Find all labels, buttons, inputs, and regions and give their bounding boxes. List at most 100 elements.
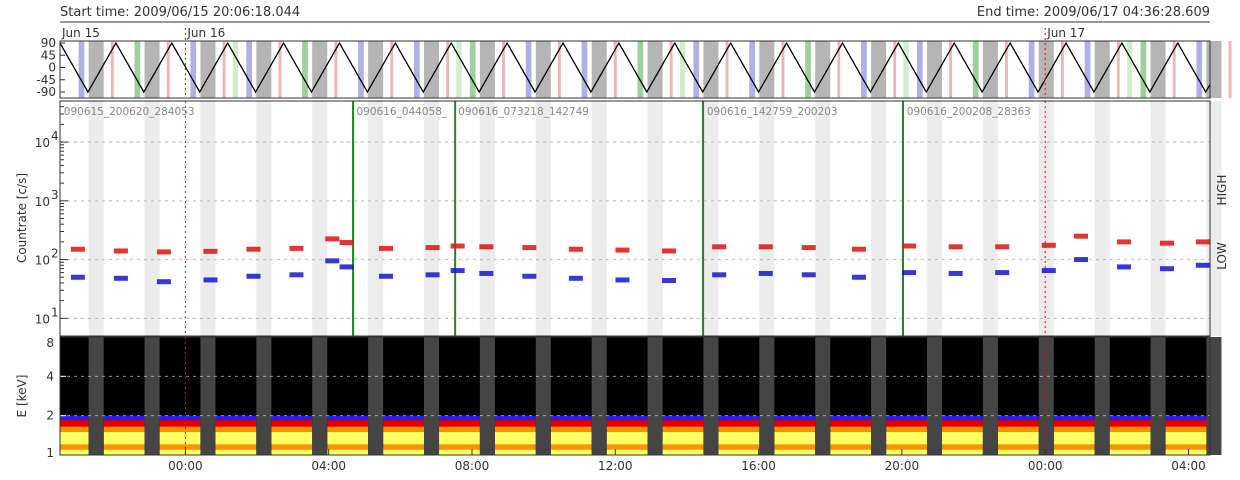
cr-gap-band: [423, 101, 440, 336]
segment-label: 090616_142759_200203: [707, 106, 838, 118]
data-point-high: [995, 270, 1010, 276]
data-point-low: [568, 246, 583, 252]
cr-gap-band: [815, 101, 831, 336]
cr-tick-label: 10: [35, 136, 50, 150]
spec-band-low: [1109, 431, 1151, 445]
spec-band-mid2: [215, 444, 257, 450]
data-point-high: [522, 273, 537, 279]
data-point-high: [662, 278, 677, 284]
pa-band-red: [222, 41, 226, 98]
spec-band-high: [60, 420, 89, 427]
spec-band-high: [271, 420, 313, 427]
spec-band-bottom: [60, 449, 89, 455]
spec-gap-band: [815, 337, 831, 455]
spec-band-bottom: [271, 449, 313, 455]
spec-band-mid2: [60, 444, 89, 450]
spec-band-mid: [327, 426, 369, 432]
spec-band-bottom: [997, 449, 1039, 455]
spec-band-mid: [60, 426, 89, 432]
day-label: Jun 17: [1046, 26, 1085, 40]
pa-band-color: [469, 41, 476, 98]
spec-band-high: [718, 420, 760, 427]
data-point-high: [479, 270, 494, 276]
spec-band-low: [271, 431, 313, 445]
spec-band-high: [1109, 420, 1151, 427]
start-time: Start time: 2009/06/15 20:06:18.044: [60, 5, 300, 20]
pa-band-red: [166, 41, 170, 98]
spec-band-mid2: [997, 444, 1039, 450]
spec-band-top: [327, 415, 369, 421]
spec-band-bottom: [774, 449, 816, 455]
pa-band-red: [446, 41, 450, 98]
data-point-low: [948, 244, 963, 250]
cr-gap-band: [200, 101, 216, 336]
sp-tick-label: 8: [46, 336, 54, 350]
spec-band-high: [1053, 420, 1095, 427]
pa-band-red: [390, 41, 394, 98]
data-point-low: [289, 245, 304, 251]
countrate-day-lines: [184, 101, 1046, 336]
pa-band-lightgreen: [679, 41, 686, 98]
x-tick-label: 16:00: [741, 459, 776, 473]
spec-band-top: [662, 415, 704, 421]
spec-band-mid2: [1053, 444, 1095, 450]
spec-band-top: [271, 415, 313, 421]
spec-band-mid2: [327, 444, 369, 450]
cr-gap-band: [479, 101, 495, 336]
spectrogram-bands: [60, 337, 1222, 455]
day-label: Jun 16: [186, 26, 225, 40]
data-point-low: [450, 243, 465, 249]
cr-tick-label: 10: [35, 195, 50, 209]
spec-band-high: [494, 420, 536, 427]
cr-gap-band: [312, 101, 328, 336]
spec-band-low: [550, 431, 592, 445]
spec-band-bottom: [886, 449, 927, 455]
data-point-low: [902, 243, 917, 249]
pa-band-red: [502, 41, 505, 98]
spec-band-mid: [1165, 426, 1207, 432]
cr-tick-exponent: 1: [51, 305, 59, 319]
spec-band-mid: [103, 426, 145, 432]
pa-band-red: [669, 41, 673, 98]
x-tick-label: 00:00: [1028, 459, 1063, 473]
cr-gap-band: [88, 101, 104, 336]
spec-band-high: [1165, 420, 1207, 427]
data-point-low: [662, 248, 677, 254]
spec-band-top: [886, 415, 927, 421]
spec-band-top: [942, 415, 983, 421]
spec-gap-band: [982, 337, 998, 455]
pa-band-color: [693, 41, 700, 98]
spec-band-top: [1165, 415, 1207, 421]
cr-gap-band: [368, 101, 384, 336]
spec-gap-band: [759, 337, 775, 455]
pa-band-lightgreen: [1126, 41, 1133, 98]
pa-band-red: [613, 41, 617, 98]
data-point-low: [325, 236, 340, 242]
sp-tick-label: 2: [46, 409, 54, 423]
data-point-low: [203, 248, 218, 254]
spec-band-high: [159, 420, 201, 427]
spec-band-low: [942, 431, 983, 445]
spec-band-bottom: [830, 449, 872, 455]
data-point-high: [615, 277, 630, 283]
cr-gap-band: [1094, 101, 1110, 336]
data-point-low: [615, 247, 630, 253]
spec-band-low: [718, 431, 760, 445]
legend-high: HIGH: [1215, 175, 1229, 206]
spec-gap-band: [1038, 337, 1054, 455]
spec-band-low: [886, 431, 927, 445]
x-tick-label: 00:00: [168, 459, 203, 473]
pa-band-lightgreen: [456, 41, 462, 98]
data-point-low: [479, 244, 494, 250]
spec-band-bottom: [1053, 449, 1095, 455]
spec-band-bottom: [662, 449, 704, 455]
countrate-ylabel: Countrate [c/s]: [15, 173, 29, 263]
cr-gap-band: [144, 101, 160, 336]
spec-gap-band: [1094, 337, 1110, 455]
spec-band-mid: [1109, 426, 1151, 432]
data-point-high: [425, 272, 440, 278]
countrate-series: [70, 233, 1210, 285]
spec-band-top: [550, 415, 592, 421]
spec-band-high: [215, 420, 257, 427]
pitch-angle-curve: [59, 41, 1211, 94]
